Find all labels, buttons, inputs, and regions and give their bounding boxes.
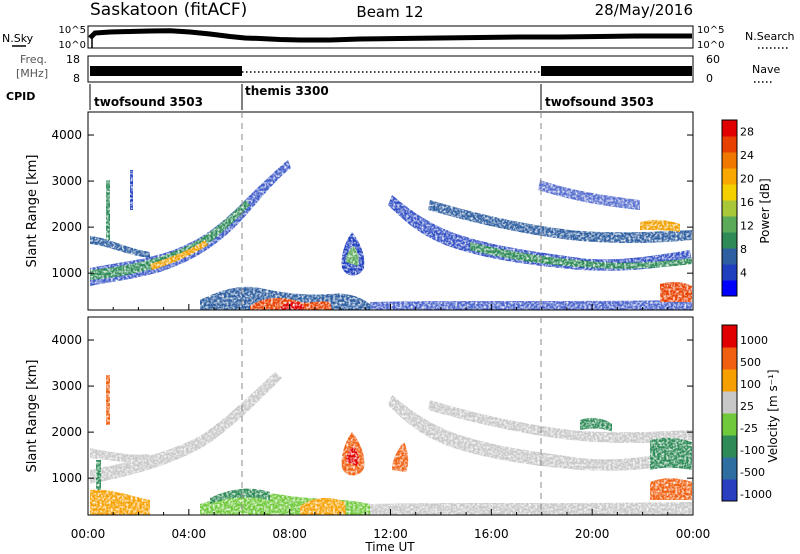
velocity-y-tick-label-3: 4000 <box>51 333 82 347</box>
x-tick-label-5: 20:00 <box>575 527 610 541</box>
power-y-tick-label-0: 1000 <box>51 266 82 280</box>
power-data <box>88 112 693 310</box>
power-y-ticks: 1000 2000 3000 4000 <box>51 128 694 310</box>
x-tick-label-2: 08:00 <box>272 527 307 541</box>
velocity-colorbar-swatch-0 <box>722 479 737 502</box>
nsky-tick-top: 10^5 <box>59 25 86 36</box>
cpid-mode-2: themis 3300 <box>245 84 329 98</box>
freq-tick-bottom: 8 <box>73 72 80 85</box>
velocity-colorbar-swatch-1 <box>722 457 737 480</box>
power-colorbar: 4 8 12 16 20 24 28 <box>721 119 754 297</box>
freq-label-1: Freq. <box>20 53 47 66</box>
power-colorbar-swatch-4 <box>722 216 737 233</box>
velocity-colorbar-tick-2: 100 <box>740 378 761 391</box>
nave-label: Nave <box>752 63 780 76</box>
velocity-speckle <box>88 317 693 515</box>
power-colorbar-label: Power [dB] <box>758 178 772 243</box>
power-speckle <box>88 112 693 310</box>
power-colorbar-swatch-3 <box>722 232 737 249</box>
velocity-colorbar-swatch-7 <box>722 325 737 348</box>
power-colorbar-swatch-8 <box>722 152 737 169</box>
cpid-label: CPID <box>6 90 35 103</box>
nsearch-tick-bottom: 10^0 <box>697 40 724 51</box>
power-colorbar-swatch-10 <box>722 120 737 137</box>
cpid-mode-3: twofsound 3503 <box>545 95 654 109</box>
power-colorbar-tick-1: 8 <box>740 243 747 256</box>
nsky-trace <box>88 28 692 43</box>
power-colorbar-tick-4: 20 <box>740 173 754 186</box>
x-axis: 00:00 04:00 08:00 12:00 16:00 20:00 00:00 <box>71 527 711 541</box>
nsky-frame <box>87 25 694 49</box>
power-colorbar-tick-2: 12 <box>740 220 754 233</box>
power-ylabel: Slant Range [km] <box>25 155 40 268</box>
velocity-colorbar-swatch-5 <box>722 369 737 392</box>
power-y-tick-label-1: 2000 <box>51 220 82 234</box>
velocity-colorbar-label: Velocity [m s⁻¹] <box>766 369 780 462</box>
freq-tick-top: 18 <box>66 53 80 66</box>
velocity-colorbar-swatch-4 <box>722 391 737 414</box>
velocity-colorbar-tick-0: 1000 <box>740 334 768 347</box>
power-y-tick-label-3: 4000 <box>51 128 82 142</box>
velocity-y-tick-label-2: 3000 <box>51 379 82 393</box>
power-panel: 1000 2000 3000 4000 Slant Range [km] 4 8 12 16… <box>25 111 772 311</box>
nsky-panel: N.Sky 10^5 10^0 10^5 10^0 N.Search <box>2 25 795 51</box>
velocity-y-tick-label-0: 1000 <box>51 471 82 485</box>
power-colorbar-frame <box>721 119 738 297</box>
nsearch-label: N.Search <box>745 30 795 43</box>
beam-title: Beam 12 <box>356 3 423 21</box>
power-colorbar-swatch-2 <box>722 248 737 265</box>
freq-band-1 <box>90 66 242 76</box>
nave-tick-bottom: 0 <box>706 72 713 85</box>
nsearch-tick-top: 10^5 <box>697 25 724 36</box>
power-colorbar-tick-0: 4 <box>740 267 747 280</box>
cpid-mode-1: twofsound 3503 <box>94 95 203 109</box>
x-tick-label-1: 04:00 <box>172 527 207 541</box>
power-colorbar-swatch-9 <box>722 136 737 153</box>
date-title: 28/May/2016 <box>595 1 693 19</box>
freq-label-2: [MHz] <box>16 67 48 80</box>
station-title: Saskatoon (fitACF) <box>90 0 247 20</box>
nsky-tick-bottom: 10^0 <box>59 40 86 51</box>
velocity-y-ticks: 1000 2000 3000 4000 <box>51 333 694 515</box>
power-colorbar-swatch-1 <box>722 264 737 281</box>
x-tick-label-3: 12:00 <box>373 527 408 541</box>
power-colorbar-swatch-7 <box>722 168 737 185</box>
power-colorbar-tick-3: 16 <box>740 196 754 209</box>
x-tick-label-0: 00:00 <box>71 527 106 541</box>
velocity-colorbar-tick-3: 25 <box>740 400 754 413</box>
power-colorbar-tick-5: 24 <box>740 149 754 162</box>
x-tick-label-4: 16:00 <box>474 527 509 541</box>
nsky-label: N.Sky <box>2 32 34 45</box>
freq-panel: Freq. [MHz] 18 8 60 0 Nave <box>16 53 780 85</box>
power-colorbar-swatch-0 <box>722 280 737 297</box>
x-tick-label-6: 00:00 <box>676 527 711 541</box>
velocity-colorbar-tick-1: 500 <box>740 356 761 369</box>
velocity-y-tick-label-1: 2000 <box>51 425 82 439</box>
velocity-colorbar-tick-6: -500 <box>740 466 765 479</box>
power-y-tick-label-2: 3000 <box>51 174 82 188</box>
velocity-colorbar-swatch-6 <box>722 347 737 370</box>
velocity-colorbar-swatch-2 <box>722 435 737 458</box>
freq-band-2 <box>541 66 692 76</box>
x-axis-label: Time UT <box>364 540 415 554</box>
velocity-colorbar-tick-7: -1000 <box>740 488 772 501</box>
velocity-colorbar-tick-4: -25 <box>740 422 758 435</box>
power-colorbar-swatch-6 <box>722 184 737 201</box>
power-colorbar-swatch-5 <box>722 200 737 217</box>
velocity-colorbar-swatch-3 <box>722 413 737 436</box>
velocity-data <box>88 317 693 515</box>
freq-frame <box>87 55 694 83</box>
power-colorbar-tick-6: 28 <box>740 126 754 139</box>
velocity-panel: 1000 2000 3000 4000 Slant Range [km] 1000 50… <box>25 316 780 516</box>
nave-tick-top: 60 <box>706 53 720 66</box>
velocity-colorbar-tick-5: -100 <box>740 444 765 457</box>
velocity-colorbar-frame <box>721 324 738 502</box>
cpid-row: CPID twofsound 3503 themis 3300 twofsoun… <box>6 84 654 110</box>
velocity-colorbar: 1000 500 100 25 -25 -100 -500 -1000 <box>721 324 772 502</box>
velocity-ylabel: Slant Range [km] <box>25 360 40 473</box>
